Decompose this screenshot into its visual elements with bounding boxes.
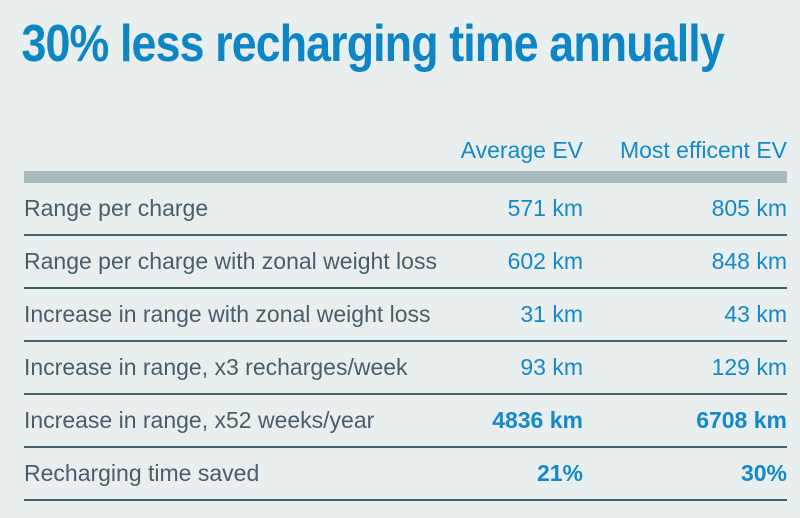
row-label: Increase in range, x3 recharges/week: [24, 354, 408, 381]
average-ev-value: 571 km: [507, 195, 583, 222]
row-label: Increase in range with zonal weight loss: [24, 301, 431, 328]
comparison-table: Average EV Most efficent EV Range per ch…: [24, 134, 787, 502]
table-row: Recharging time saved 21% 30%: [24, 448, 787, 502]
table-row: Range per charge with zonal weight loss …: [24, 236, 787, 290]
column-header-most-efficent-ev: Most efficent EV: [619, 137, 787, 164]
average-ev-value: 4836 km: [492, 407, 583, 434]
table-header-row: Average EV Most efficent EV: [24, 134, 787, 164]
most-efficent-ev-value: 6708 km: [696, 407, 787, 434]
most-efficent-ev-value: 30%: [740, 460, 787, 487]
average-ev-value: 31 km: [520, 301, 583, 328]
row-label: Range per charge: [24, 195, 209, 222]
most-efficent-ev-value: 805 km: [711, 195, 787, 222]
page-title: 30% less recharging time annually: [21, 15, 725, 73]
row-label: Range per charge with zonal weight loss: [24, 248, 437, 275]
average-ev-value: 93 km: [520, 354, 583, 381]
table-row: Range per charge 571 km 805 km: [24, 183, 787, 237]
column-header-average-ev: Average EV: [460, 137, 583, 164]
header-rule-bar: [24, 171, 787, 184]
most-efficent-ev-value: 848 km: [711, 248, 787, 275]
most-efficent-ev-value: 43 km: [724, 301, 787, 328]
average-ev-value: 21%: [536, 460, 583, 487]
average-ev-value: 602 km: [507, 248, 583, 275]
table-row: Increase in range, x3 recharges/week 93 …: [24, 342, 787, 396]
row-label: Recharging time saved: [24, 460, 260, 487]
table-row: Increase in range with zonal weight loss…: [24, 289, 787, 343]
most-efficent-ev-value: 129 km: [711, 354, 787, 381]
table-body: Range per charge 571 km 805 km Range per…: [24, 183, 787, 502]
table-row: Increase in range, x52 weeks/year 4836 k…: [24, 395, 787, 449]
row-label: Increase in range, x52 weeks/year: [24, 407, 375, 434]
